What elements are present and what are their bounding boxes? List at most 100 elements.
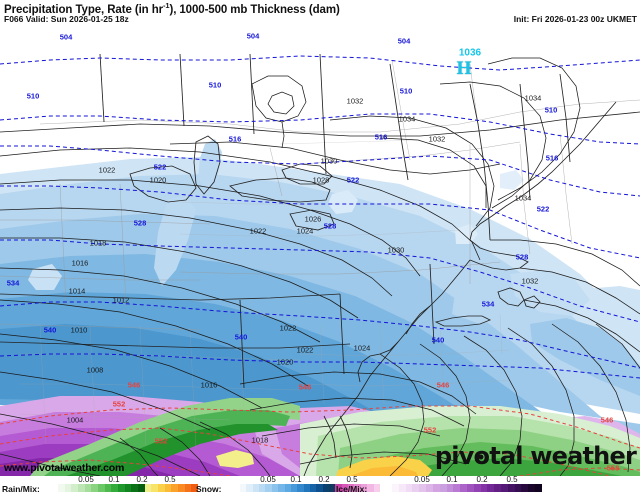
legend-tick-label: 0.2: [318, 475, 330, 484]
legend-swatch: [191, 484, 199, 492]
legend-tick-label: 0.2: [476, 475, 488, 484]
mslp-label-1012-a: 1012: [112, 295, 130, 305]
mslp-label-1030-a: 1030: [320, 156, 338, 166]
legend-swatch: [354, 484, 361, 492]
legend-ticks-ice: 0.05 0.1 0.2 0.5: [392, 475, 542, 484]
legend-swatch: [64, 484, 72, 492]
legend-swatch: [58, 484, 65, 492]
mslp-label-1032-c: 1032: [521, 276, 539, 286]
mslp-label-1034-a: 1034: [398, 114, 416, 124]
thickness-label-546-c: 546: [436, 380, 450, 390]
legend-group-snow: Snow: 0.05 0.1 0.2 0.5: [196, 475, 406, 494]
legend-label-rain: Rain/Mix:: [2, 484, 40, 494]
legend-swatch: [78, 484, 85, 492]
thickness-label-522-b: 522: [346, 175, 360, 185]
thickness-label-510-b: 510: [208, 80, 222, 90]
thickness-label-510-c: 510: [399, 86, 413, 96]
legend-colorbar-snow[interactable]: [240, 484, 380, 492]
legend-group-ice: Ice/Mix: 0.05 0.1 0.2 0.5: [336, 475, 636, 494]
legend-tick-label: 0.1: [290, 475, 302, 484]
legend-tick-label: 0.05: [78, 475, 94, 484]
thickness-label-522-a: 522: [153, 162, 167, 172]
mslp-label-1022-b: 1022: [249, 226, 267, 236]
legend-colorbar-rain[interactable]: [58, 484, 199, 492]
legend-swatch: [367, 484, 374, 492]
legend-swatch: [392, 484, 399, 492]
legend-swatch: [373, 484, 380, 492]
mslp-label-1032-b: 1032: [428, 134, 446, 144]
legend-swatch: [158, 484, 165, 492]
thickness-contours-warm: [0, 405, 640, 476]
mslp-label-1022-c: 1022: [279, 323, 297, 333]
mslp-label-1004-a: 1004: [66, 415, 84, 425]
legend-tick-label: 0.1: [108, 475, 120, 484]
legend-swatch: [460, 484, 467, 492]
mslp-label-1018-a: 1018: [89, 238, 107, 248]
legend-tick-label: 0.2: [136, 475, 148, 484]
legend-swatch: [297, 484, 304, 492]
legend-colorbar-ice[interactable]: [392, 484, 542, 492]
legend-swatch: [348, 484, 355, 492]
legend-swatch: [252, 484, 260, 492]
legend-swatch: [111, 484, 119, 492]
legend-group-rain: Rain/Mix: 0.05 0.1 0.2 0.5: [2, 475, 202, 494]
legend-swatch: [259, 484, 266, 492]
legend-swatch: [335, 484, 342, 492]
legend-swatch: [284, 484, 291, 492]
mslp-label-1024-a: 1024: [296, 226, 314, 236]
thickness-label-540-a: 540: [43, 325, 57, 335]
thickness-label-528-a: 528: [133, 218, 147, 228]
legend-swatch: [151, 484, 159, 492]
legend-tick-label: 0.1: [446, 475, 458, 484]
high-pressure-value: 1036: [458, 47, 482, 59]
thickness-label-528-c: 528: [515, 252, 529, 262]
thickness-label-546-b: 546: [298, 382, 312, 392]
brand-watermark: pivotal weather: [434, 442, 637, 470]
legend-swatch: [501, 484, 508, 492]
legend-swatch: [528, 484, 536, 492]
legend-swatch: [104, 484, 112, 492]
header-bar: Precipitation Type, Rate (in hr-1), 1000…: [0, 0, 640, 24]
thickness-label-504-a: 504: [59, 32, 73, 42]
thickness-label-534-a: 534: [6, 278, 20, 288]
mslp-label-1022-a: 1022: [98, 165, 116, 175]
mslp-label-1014-a: 1014: [68, 286, 86, 296]
legend-ticks-snow: 0.05 0.1 0.2 0.5: [240, 475, 380, 484]
map-graphics: [0, 24, 640, 476]
legend-swatch: [507, 484, 515, 492]
thickness-label-552-b: 552: [423, 425, 437, 435]
mslp-label-1030-b: 1030: [387, 245, 405, 255]
state-borders: [0, 59, 640, 331]
legend-tick-label: 0.5: [506, 475, 518, 484]
brand-dot: [478, 454, 484, 460]
legend-swatch: [446, 484, 454, 492]
legend-swatch: [91, 484, 99, 492]
legend-swatch: [98, 484, 105, 492]
legend-swatch: [412, 484, 420, 492]
mslp-label-1020-a: 1020: [149, 175, 167, 185]
init-time-label: Init: Fri 2026-01-23 00z UKMET: [513, 14, 637, 24]
thickness-label-558-a: 558: [606, 463, 620, 473]
page-title: Precipitation Type, Rate (in hr-1), 1000…: [4, 1, 340, 16]
legend-tick-label: 0.5: [346, 475, 358, 484]
mslp-label-1018-b: 1018: [251, 435, 269, 445]
legend-swatch: [341, 484, 349, 492]
rain-precip-shading: [30, 398, 640, 476]
legend-swatch: [124, 484, 132, 492]
mslp-label-1020-b: 1020: [276, 357, 294, 367]
legend-ticks-rain: 0.05 0.1 0.2 0.5: [58, 475, 198, 484]
map-canvas[interactable]: 504 504 504 510 510 510 510 516 516 516 …: [0, 24, 640, 476]
legend-swatch: [398, 484, 406, 492]
mslp-label-1032-a: 1032: [346, 96, 364, 106]
legend-swatch: [178, 484, 185, 492]
legend-swatch: [316, 484, 323, 492]
legend-swatch: [439, 484, 447, 492]
legend-swatch: [290, 484, 298, 492]
legend-swatch: [521, 484, 529, 492]
thickness-label-552-a: 552: [112, 399, 126, 409]
mslp-label-1034-b: 1034: [524, 93, 542, 103]
legend-swatch: [131, 484, 139, 492]
thickness-label-540-b: 540: [234, 332, 248, 342]
legend-tick-label: 0.05: [260, 475, 276, 484]
